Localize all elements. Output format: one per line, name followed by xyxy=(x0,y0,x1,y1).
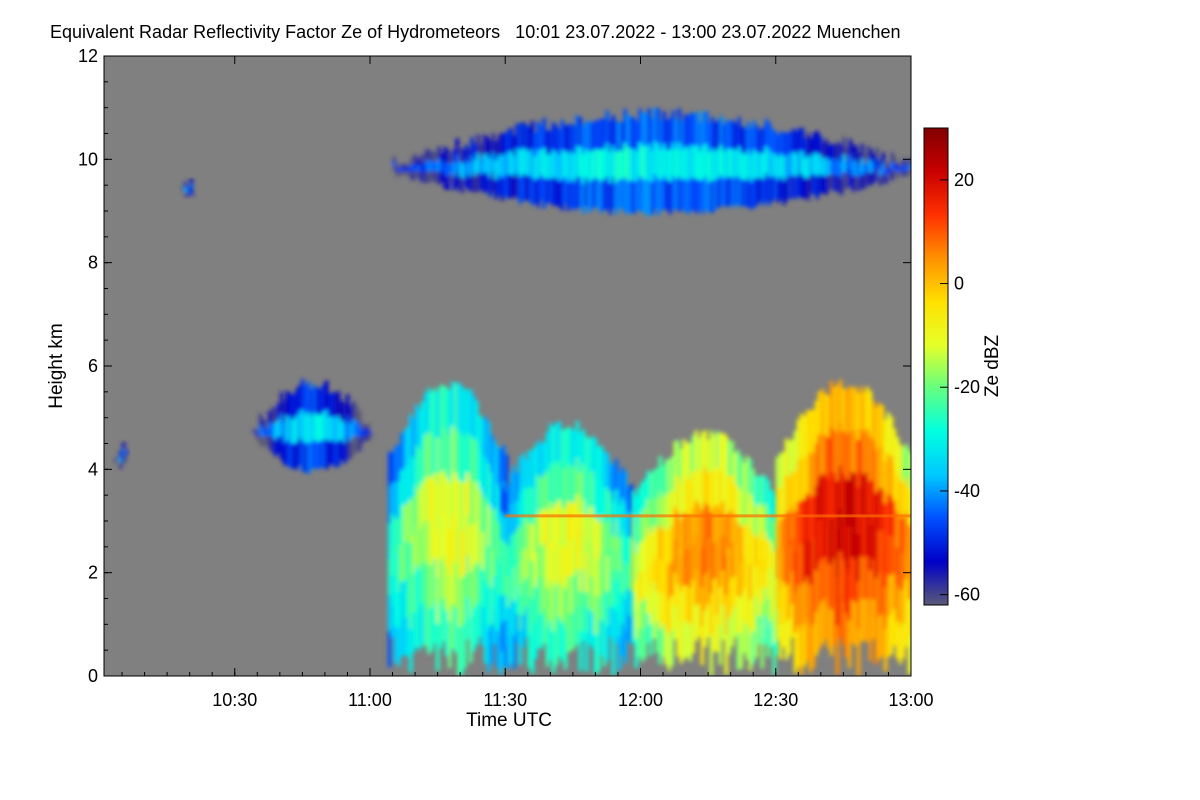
echo-region-small-cloud-upper-left xyxy=(180,179,197,198)
echo-region-cirrus-layer xyxy=(392,107,911,217)
y-tick-label: 8 xyxy=(88,253,98,273)
x-axis: 10:30 11:00 11:30 12:00 12:30 13:00 xyxy=(121,56,934,710)
y-axis: 0 2 4 6 8 10 12 xyxy=(78,46,911,686)
y-tick-label: 6 xyxy=(88,356,98,376)
colorbar-title: Ze dBZ xyxy=(982,334,1003,397)
x-tick-label: 11:30 xyxy=(483,690,527,710)
x-tick-label: 11:00 xyxy=(348,690,392,710)
echo-layer xyxy=(113,107,911,676)
echo-region-upper-cells xyxy=(252,378,374,474)
colorbar-tick-label: 0 xyxy=(954,274,964,294)
echo-region-precip-3 xyxy=(631,430,780,676)
colorbar-tick-label: -20 xyxy=(954,377,980,397)
y-tick-label: 12 xyxy=(78,46,98,66)
colorbar xyxy=(923,127,949,606)
x-tick-label: 13:00 xyxy=(888,690,933,710)
colorbar-tick-label: 20 xyxy=(954,170,974,190)
y-tick-label: 2 xyxy=(88,563,98,583)
echo-region-small-cloud-left xyxy=(113,442,129,469)
x-tick-label: 12:00 xyxy=(618,690,663,710)
echo-region-precip-1 xyxy=(388,381,509,676)
y-tick-label: 10 xyxy=(78,149,98,169)
y-tick-label: 0 xyxy=(88,666,98,686)
x-tick-label: 10:30 xyxy=(212,690,257,710)
y-axis-title: Height km xyxy=(46,323,67,409)
y-tick-label: 4 xyxy=(88,459,98,479)
colorbar-tick-label: -40 xyxy=(954,481,980,501)
colorbar-axis: -60 -40 -20 0 20 xyxy=(940,170,980,605)
x-tick-label: 12:30 xyxy=(753,690,798,710)
colorbar-tick-label: -60 xyxy=(954,585,980,605)
chart-title: Equivalent Radar Reflectivity Factor Ze … xyxy=(50,22,901,42)
x-axis-title: Time UTC xyxy=(466,710,552,731)
